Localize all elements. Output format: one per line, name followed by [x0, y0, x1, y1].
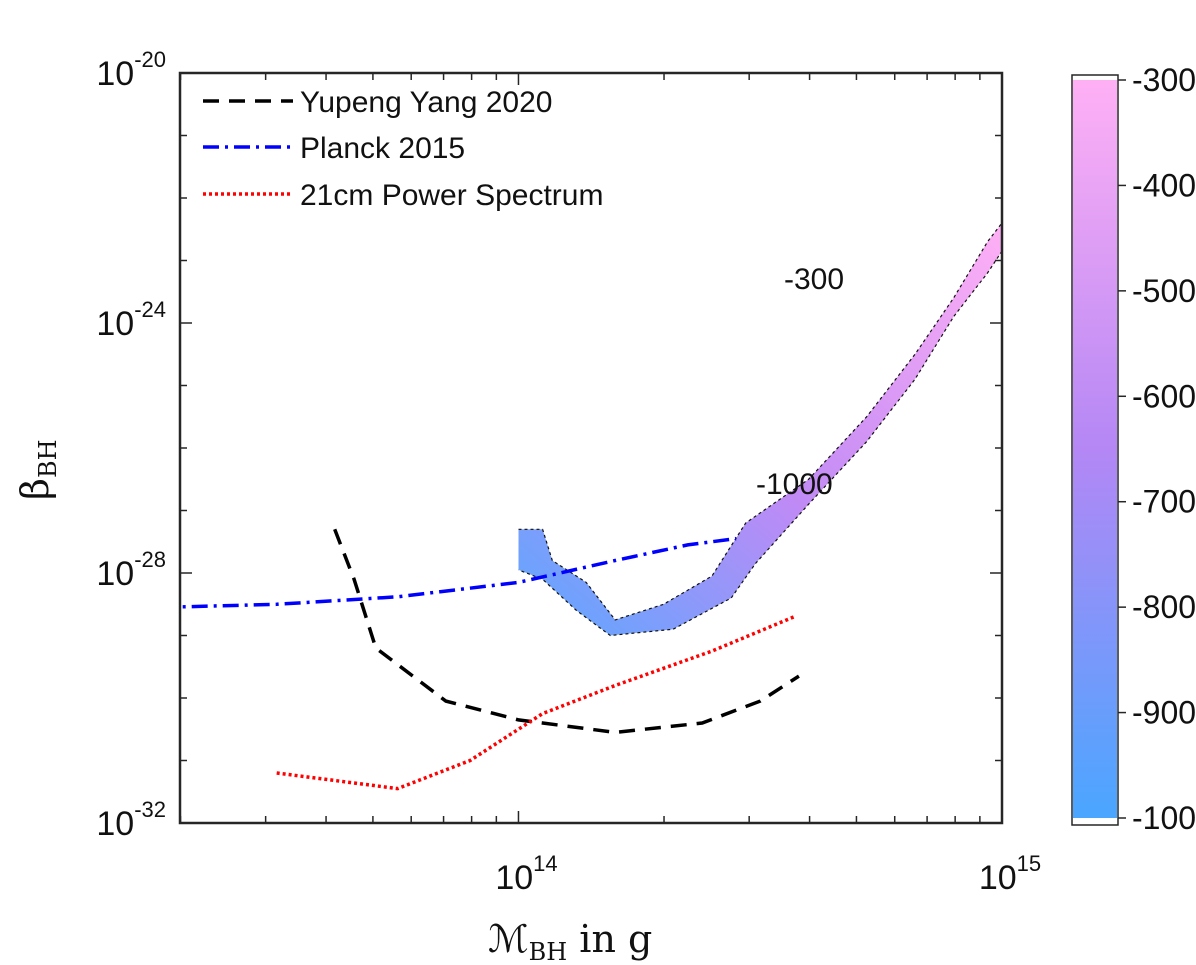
x-axis-title: ℳBH in g: [488, 917, 652, 965]
contour-line-upper: [518, 222, 1002, 621]
colorbar-ticks: -300 -400 -500 -600 -700 -800 -900 -1000: [1118, 62, 1196, 836]
contour-label-upper: -300: [784, 263, 844, 296]
x-tick-label: 1015: [979, 851, 1041, 897]
y-axis-title: βBH: [13, 439, 62, 500]
colorbar-tick-label: -500: [1132, 273, 1196, 309]
contour-band: [518, 222, 1002, 637]
series-layer: [180, 528, 800, 791]
colorbar-tick-label: -700: [1132, 484, 1196, 520]
plot-area: [180, 73, 1002, 823]
colorbar-tick-label: -900: [1132, 695, 1196, 731]
legend-label-yupeng: Yupeng Yang 2020: [300, 86, 552, 119]
series-line-2: [276, 615, 795, 791]
colorbar-gradient: [1073, 80, 1117, 818]
x-tick-label: 1014: [495, 851, 557, 897]
y-tick-label: 10-32: [96, 797, 166, 843]
legend-label-planck: Planck 2015: [300, 132, 465, 165]
colorbar: -300 -400 -500 -600 -700 -800 -900 -1000: [1071, 62, 1196, 836]
contour-line-lower: [518, 250, 1002, 637]
plot-frame: [178, 71, 1004, 825]
y-tick-label: 10-20: [96, 47, 166, 93]
colorbar-tick-label: -600: [1132, 378, 1196, 414]
legend: Yupeng Yang 2020 Planck 2015 21cm Power …: [203, 86, 603, 212]
y-tick-label: 10-24: [96, 297, 166, 343]
legend-label-21cm: 21cm Power Spectrum: [300, 179, 603, 212]
series-line-0: [333, 528, 800, 735]
y-tick-labels: 10-20 10-24 10-28 10-32: [96, 47, 166, 843]
contour-label-lower: -1000: [756, 468, 833, 501]
colorbar-tick-label: -800: [1132, 589, 1196, 625]
series-line-1: [180, 536, 737, 609]
colorbar-tick-label: -1000: [1132, 800, 1196, 836]
y-tick-label: 10-28: [96, 547, 166, 593]
colorbar-tick-label: -300: [1132, 62, 1196, 98]
colorbar-tick-label: -400: [1132, 167, 1196, 203]
x-tick-labels: 1014 1015: [495, 851, 1041, 897]
contour-band-fill: [518, 223, 1002, 636]
